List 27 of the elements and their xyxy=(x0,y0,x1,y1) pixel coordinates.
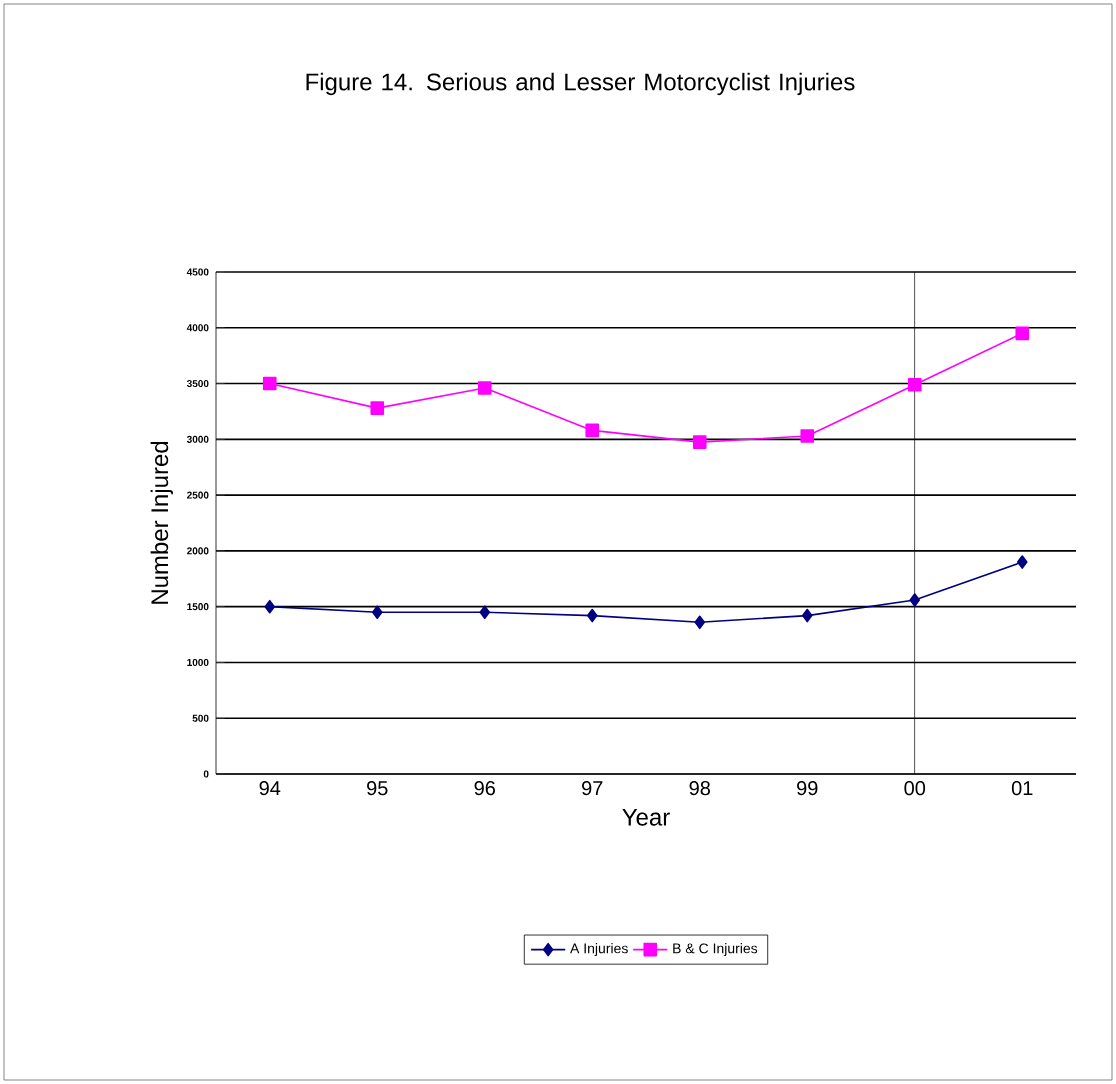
x-axis-title: Year xyxy=(622,808,670,826)
x-tick-label: 96 xyxy=(474,781,495,796)
x-tick-label: 00 xyxy=(904,781,926,796)
point xyxy=(477,381,492,395)
point xyxy=(262,376,277,391)
point xyxy=(371,605,383,620)
point xyxy=(800,429,815,443)
point xyxy=(586,608,598,623)
point xyxy=(1016,555,1028,569)
chart-title: Figure 14. Serious and Lesser Motorcyclist Injuries xyxy=(306,72,855,96)
x-tick-label: 95 xyxy=(367,781,388,796)
x-tick-label: 98 xyxy=(689,781,710,796)
point xyxy=(479,605,491,620)
point xyxy=(692,435,707,449)
x-tick-label: 99 xyxy=(797,781,818,796)
point xyxy=(909,593,921,607)
point xyxy=(1015,326,1030,341)
x-tick-label: 94 xyxy=(259,781,281,796)
point xyxy=(694,615,706,630)
point xyxy=(585,423,600,438)
point xyxy=(801,608,813,623)
point xyxy=(264,599,276,614)
point xyxy=(370,401,385,415)
x-tick-label: 01 xyxy=(1011,781,1033,796)
point xyxy=(907,377,922,392)
x-tick-label: 97 xyxy=(582,781,603,796)
y-axis-title: Number Injured xyxy=(150,441,173,604)
